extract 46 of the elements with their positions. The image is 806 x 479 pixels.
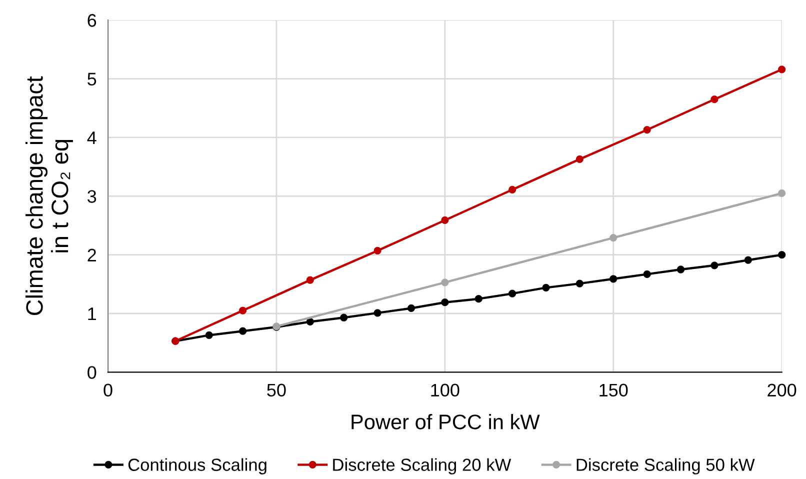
point xyxy=(643,126,651,134)
point xyxy=(306,318,314,326)
point xyxy=(744,256,752,264)
legend-label: Discrete Scaling 50 kW xyxy=(576,458,755,474)
point xyxy=(374,246,382,255)
y-tick-label: 1 xyxy=(88,308,96,320)
point xyxy=(710,262,718,270)
x-tick-label: 0 xyxy=(104,384,112,397)
y-tick-label: 2 xyxy=(88,248,96,262)
point xyxy=(441,278,449,286)
x-tick-label: 100 xyxy=(431,384,460,397)
point xyxy=(508,186,516,194)
point xyxy=(778,66,786,74)
y-tick-label: 3 xyxy=(88,190,96,203)
point xyxy=(205,331,213,340)
point xyxy=(306,276,314,284)
x-tick-label: 150 xyxy=(600,384,628,397)
point xyxy=(576,280,584,288)
point xyxy=(710,96,718,104)
y-axis-title: Climate change impact in t CO₂ eq xyxy=(26,76,73,316)
point xyxy=(542,284,550,292)
point xyxy=(441,298,449,306)
y-tick-label: 6 xyxy=(88,14,96,27)
point xyxy=(474,295,482,303)
legend-label: Discrete Scaling 20 kW xyxy=(333,458,512,474)
x-axis-title: Power of PCC in kW xyxy=(352,414,540,430)
point xyxy=(676,266,685,274)
point xyxy=(610,234,618,242)
point xyxy=(643,270,651,278)
point xyxy=(238,327,247,335)
point xyxy=(340,314,348,322)
point xyxy=(576,155,584,164)
point xyxy=(238,306,247,314)
point xyxy=(610,275,618,283)
point xyxy=(407,304,416,312)
x-tick-label: 200 xyxy=(768,384,796,397)
y-tick-label: 5 xyxy=(88,72,96,86)
point xyxy=(778,251,786,259)
y-tick-label: 0 xyxy=(88,366,96,379)
point xyxy=(374,309,382,317)
point xyxy=(778,189,786,198)
legend-label: Continous Scaling xyxy=(128,458,266,474)
point xyxy=(441,216,449,224)
y-tick-label: 4 xyxy=(87,132,96,144)
point xyxy=(508,290,516,298)
x-tick-label: 50 xyxy=(267,384,286,397)
